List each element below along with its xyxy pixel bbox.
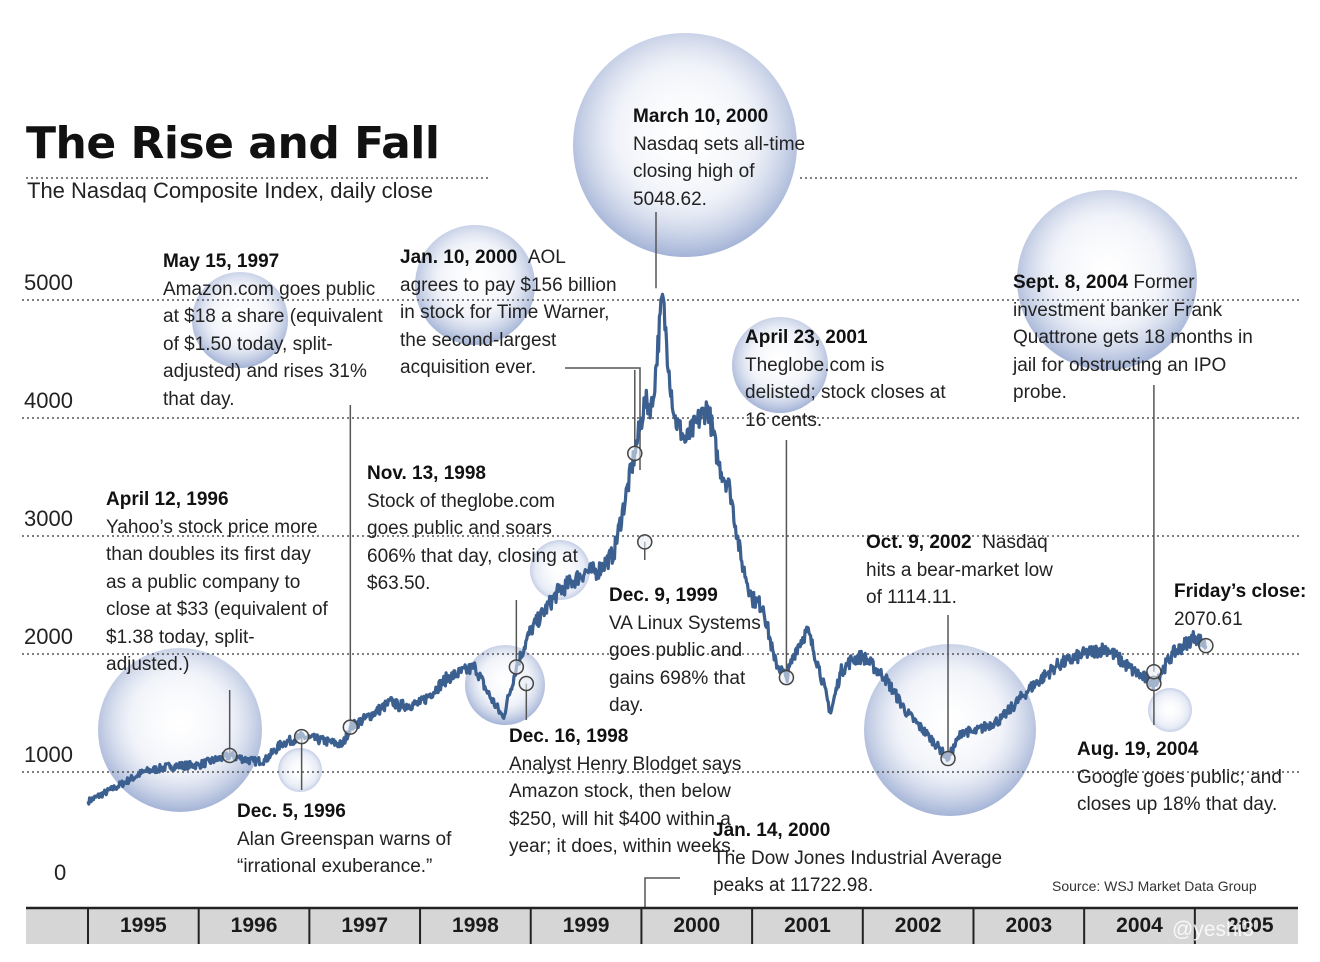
event-marker: [518, 675, 535, 692]
annotation-date: Dec. 5, 1996: [237, 801, 346, 822]
event-marker: [508, 659, 525, 675]
x-tick-label: 1996: [230, 914, 278, 937]
annotation-text: Stock of theglobe.com goes public and so…: [367, 490, 578, 595]
annotation-text: Nasdaq hits a bear-market low of 1114.11…: [866, 532, 1053, 608]
x-tick-label: 2000: [673, 914, 721, 937]
x-tick-label: 1998: [452, 914, 499, 937]
annotation-date: April 23, 2001: [745, 327, 868, 348]
x-tick-label: 1995: [119, 914, 167, 937]
axis-band: [26, 908, 1298, 944]
annotation-date: Aug. 19, 2004: [1077, 739, 1199, 760]
y-tick-label: 1000: [24, 742, 73, 767]
x-axis-band: [26, 906, 1298, 944]
annotation-date: Dec. 16, 1998: [509, 726, 629, 747]
watermark: @yeshi3: [1172, 918, 1255, 941]
annotation-amazon-ipo: May 15, 1997 Amazon.com goes public at $1…: [163, 248, 383, 413]
y-tick-label: 0: [54, 860, 67, 885]
annotation-yahoo-ipo: April 12, 1996 Yahoo’s stock price more t…: [106, 486, 336, 679]
annotation-text: The Dow Jones Industrial Average peaks a…: [713, 847, 1003, 897]
event-marker: [221, 747, 238, 764]
event-marker: [342, 719, 359, 735]
annotation-theglobe-delisted: April 23, 2001 Theglobe.com is delisted; …: [745, 324, 955, 434]
annotation-va-linux: Dec. 9, 1999 VA Linux Systems goes public…: [609, 582, 769, 720]
x-tick-label: 1999: [562, 914, 610, 937]
annotation-theglobe-ipo: Nov. 13, 1998 Stock of theglobe.com goes …: [367, 460, 582, 598]
annotation-quattrone: Sept. 8, 2004 Former investment banker F…: [1013, 269, 1273, 407]
event-marker: [778, 669, 795, 686]
event-marker: [636, 534, 653, 550]
event-marker: [293, 728, 310, 745]
leader-lines: [228, 212, 1155, 912]
annotation-google-ipo: Aug. 19, 2004 Google goes public; and clo…: [1077, 736, 1302, 819]
annotation-date: Sept. 8, 2004: [1013, 272, 1129, 293]
y-tick-label: 4000: [24, 388, 73, 413]
nasdaq-series-line: [86, 292, 1208, 806]
event-markers: [221, 445, 1214, 767]
annotation-date: Nov. 13, 1998: [367, 463, 487, 484]
event-marker: [1198, 637, 1214, 654]
annotation-blodget: Dec. 16, 1998 Analyst Henry Blodget says …: [509, 723, 754, 861]
y-tick-label: 3000: [24, 506, 73, 531]
leader-line: [565, 367, 641, 470]
annotation-dow-peak: Jan. 14, 2000 The Dow Jones Industrial Av…: [713, 817, 1013, 900]
annotation-date: April 12, 1996: [106, 489, 229, 510]
annotation-fridays-close: Friday’s close: 2070.61: [1174, 578, 1314, 633]
annotation-text: Alan Greenspan warns of “irrational exub…: [237, 828, 452, 878]
annotation-text: 2070.61: [1174, 608, 1243, 630]
chart-title: The Rise and Fall: [26, 118, 440, 169]
annotation-text: Theglobe.com is delisted; stock closes a…: [745, 354, 946, 431]
x-tick-label: 2001: [784, 914, 831, 937]
event-marker: [1146, 663, 1162, 680]
annotation-text: Amazon.com goes public at $18 a share (e…: [163, 278, 383, 410]
annotation-text: Google goes public; and closes up 18% th…: [1077, 766, 1282, 816]
event-marker: [940, 750, 956, 767]
annotation-date: Oct. 9, 2002: [866, 532, 972, 553]
source-note: Source: WSJ Market Data Group: [1052, 878, 1257, 894]
chart-subtitle: The Nasdaq Composite Index, daily close: [27, 178, 433, 203]
x-tick-label: 2003: [1005, 914, 1053, 937]
annotation-text: VA Linux Systems goes public and gains 6…: [609, 612, 761, 717]
x-tick-label: 2002: [894, 914, 942, 937]
annotation-greenspan: Dec. 5, 1996 Alan Greenspan warns of “irr…: [237, 798, 472, 881]
annotation-date: Dec. 9, 1999: [609, 585, 718, 606]
leader-line: [644, 877, 680, 912]
annotation-text: Analyst Henry Blodget says Amazon stock,…: [509, 753, 742, 858]
x-tick-label: 2004: [1116, 914, 1163, 937]
annotation-date: March 10, 2000: [633, 106, 769, 127]
bubble-decorations: [98, 33, 1197, 816]
y-tick-label: 2000: [24, 624, 73, 649]
annotation-text: Yahoo’s stock price more than doubles it…: [106, 516, 328, 676]
annotation-aol-time-warner: Jan. 10, 2000 AOL agrees to pay $156 bil…: [400, 244, 620, 382]
y-tick-label: 5000: [24, 270, 73, 295]
annotation-date: May 15, 1997: [163, 251, 280, 272]
event-marker: [627, 445, 643, 462]
annotation-date: Jan. 14, 2000: [713, 820, 831, 841]
annotation-bear-market-low: Oct. 9, 2002 Nasdaq hits a bear-market l…: [866, 529, 1071, 612]
annotation-date: Jan. 10, 2000: [400, 247, 518, 268]
x-tick-label: 2005: [1226, 914, 1274, 937]
annotation-nasdaq-peak: March 10, 2000 Nasdaq sets all-time closi…: [633, 103, 833, 213]
annotation-text: Former investment banker Frank Quattrone…: [1013, 272, 1253, 403]
annotation-text: Nasdaq sets all-time closing high of 504…: [633, 133, 806, 210]
x-tick-label: 1997: [341, 914, 389, 937]
annotation-text: AOL agrees to pay $156 billion in stock …: [400, 247, 617, 378]
annotation-date: Friday’s close:: [1174, 581, 1307, 602]
